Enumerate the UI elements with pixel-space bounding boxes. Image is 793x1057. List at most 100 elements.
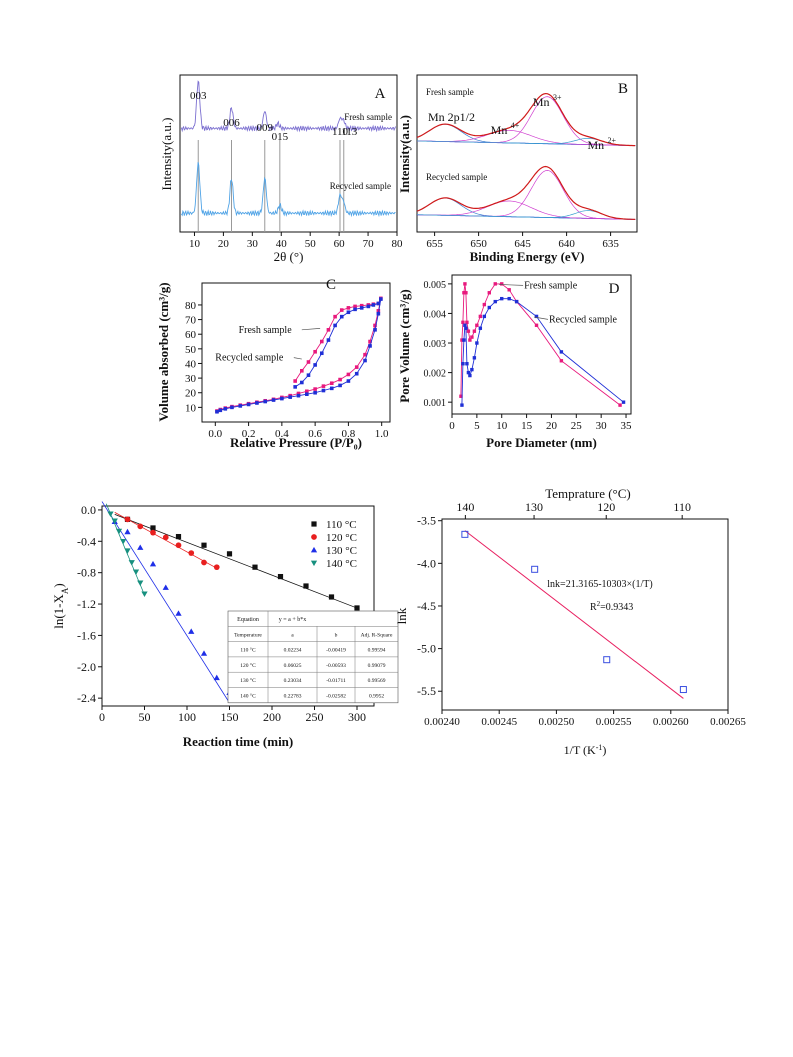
panel-c-marker [376,309,381,313]
arrhenius-x-axis-label: 1/T (K-1) [564,743,607,758]
panel-d-marker [487,305,491,310]
panel-c-series-label: Recycled sample [215,353,284,364]
panel-d-series-line [460,283,621,406]
kinetics-marker [107,511,114,517]
panel-c-x-tick-label: 0.2 [242,428,256,440]
panel-c-marker [353,307,357,312]
panel-a-series-line [180,80,397,133]
arrhenius-top-tick-label: 120 [597,500,615,514]
panel-c-marker [313,387,317,391]
panel-c-marker [230,405,234,410]
panel-c-marker [368,344,372,348]
panel-a-peak-label: 006 [223,117,240,129]
kinetics-legend-marker [310,560,318,567]
kinetics-y-tick-label: -1.2 [77,597,96,611]
panel-c-marker [354,365,359,369]
panel-d-marker [500,296,504,301]
panel-c-marker [368,339,372,344]
panel-c-label-pointer [293,357,302,360]
panel-d-marker [466,370,471,375]
arrhenius-x-tick-label: 0.00240 [424,716,460,728]
kinetics-marker [150,525,156,531]
panel-c-marker [288,395,292,399]
panel-b-annotation-sup: 3+ [553,93,562,102]
panel-d-marker [534,323,539,327]
kinetics-marker [188,550,195,556]
panel-b-x-tick-label: 650 [470,238,487,250]
kinetics-table-cell: -0.01711 [326,678,346,684]
panel-d-y-tick-label: 0.005 [424,280,447,291]
panel-c-marker [339,308,344,312]
panel-c-marker [215,409,219,414]
panel-c-marker [333,323,337,328]
panel-c-x-tick-label: 1.0 [375,428,389,440]
panel-b-annotation: Mn [491,123,508,137]
kinetics-legend-marker [311,534,317,540]
kinetics-legend-marker [311,521,317,527]
kinetics-marker [175,610,182,616]
panel-b-x-tick-label: 645 [514,238,531,250]
kinetics-marker [115,528,123,535]
panel-d-marker [459,394,463,398]
panel-d-x-tick-label: 10 [496,420,508,432]
arrhenius-y-axis-label: lnk [394,607,409,624]
kinetics-table-column-header: Temperature [234,632,262,638]
panel-c-marker [271,398,276,402]
kinetics-y-tick-label: -0.4 [77,534,96,548]
panel-c-marker [359,306,364,310]
panel-c-label-pointer [301,328,321,331]
panel-d-frame [451,274,632,415]
kinetics-table-column-header: b [335,632,338,638]
kinetics-table-cell: 0.02234 [284,648,302,654]
panel-d-marker [472,356,477,360]
panel-c-marker [255,401,259,405]
arrhenius-fit-line [464,530,684,699]
kinetics-fit-line [114,512,217,569]
kinetics-y-tick-label: -2.4 [77,691,96,705]
panel-c-marker [293,385,297,389]
panel-c-marker [371,303,376,307]
panel-d-marker [478,314,483,319]
panel-b-envelope-line [416,92,636,147]
panel-c-x-tick-label: 0.8 [342,428,356,440]
kinetics-table-cell: 0.23034 [284,678,302,684]
panel-a-x-axis-label: 2θ (°) [274,249,304,264]
panel-b-envelope-line [416,165,636,220]
kinetics-frame [101,505,375,707]
panel-a-x-tick-label: 80 [392,238,404,250]
panel-d-marker [460,338,464,342]
kinetics-marker [201,542,207,548]
panel-d-x-tick-label: 20 [546,420,558,432]
panel-a-series-line [181,162,396,218]
kinetics-marker [213,674,220,681]
kinetics-marker [328,594,335,600]
panel-d-marker [464,326,468,330]
panel-b-x-tick-label: 640 [558,238,575,250]
panel-b-y-axis-label: Intensity(a.u.) [397,115,412,193]
panel-c-marker [300,380,304,385]
panel-d-marker [507,288,511,292]
kinetics-x-tick-label: 100 [178,710,196,724]
arrhenius-y-tick-label: -5.5 [417,684,436,698]
kinetics-table-cell: 130 °C [240,677,256,684]
panel-c-marker [313,390,317,395]
panel-c-marker [280,396,284,401]
panel-d-marker [472,329,477,333]
panel-c-marker [263,399,268,404]
kinetics-marker [354,605,360,611]
panel-d-y-tick-label: 0.004 [424,309,447,320]
panel-a-x-tick-label: 60 [334,238,346,250]
panel-a-x-tick-label: 40 [276,238,288,250]
kinetics-marker [277,573,284,580]
panel-d-marker [507,296,511,301]
panel-d-marker [461,362,465,366]
kinetics-table-cell: 0.06025 [284,663,302,669]
panel-c-marker [376,311,381,316]
panel-c-marker [366,304,371,309]
panel-a-series-label: Recycled sample [330,181,391,191]
panel-a-series-label: Fresh sample [344,112,392,122]
panel-c-marker [293,379,297,383]
panel-c-marker [363,352,367,357]
panel-c-y-tick-label: 30 [185,373,197,385]
panel-d-marker [621,400,626,404]
